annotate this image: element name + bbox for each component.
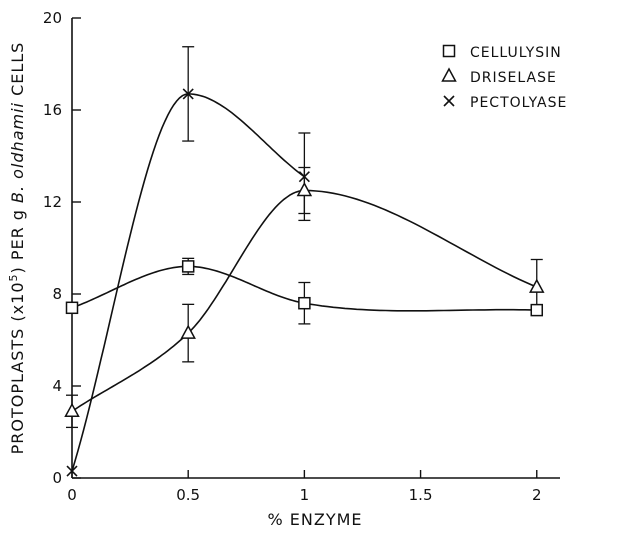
y-tick-label: 0 [52, 469, 62, 487]
pectolyase-point [182, 88, 194, 100]
data-markers [64, 88, 545, 477]
cellulysin-point [530, 303, 544, 317]
y-tick-label: 12 [43, 193, 62, 211]
x-tick-label: 0 [67, 486, 77, 504]
y-tick-label: 20 [43, 9, 62, 27]
pectolyase-legend-marker [443, 95, 455, 107]
y-tick-label: 16 [43, 101, 62, 119]
axis-ticks: 0 4 8 12 16 20 0 0.5 1 1.5 2 [43, 9, 542, 504]
error-bars [66, 46, 543, 429]
driselase-point [180, 324, 196, 339]
cellulysin-point [65, 301, 79, 315]
cellulysin-line [71, 265, 537, 312]
cellulysin-legend-marker [442, 44, 456, 58]
x-axis-title: % ENZYME [267, 510, 362, 529]
y-tick-label: 8 [52, 285, 62, 303]
axes [71, 18, 560, 479]
driselase-point [296, 181, 313, 197]
x-tick-label: 1 [300, 486, 310, 504]
cellulysin-point [298, 296, 311, 310]
x-marker-stroke [443, 95, 455, 107]
driselase-legend-marker [441, 67, 457, 82]
legend-label: DRISELASE [470, 70, 557, 86]
x-tick-label: 1.5 [409, 486, 433, 504]
x-marker-stroke [182, 88, 194, 100]
pectolyase-line [71, 93, 305, 472]
x-marker-stroke [66, 465, 78, 477]
legend-label: CELLULYSIN [470, 45, 562, 61]
y-tick-label: 4 [52, 377, 62, 395]
x-marker-stroke [298, 171, 310, 183]
y-axis-title: PROTOPLASTS (x105) PER g B. oldhamii CEL… [7, 42, 27, 455]
driselase-line [71, 189, 538, 412]
pectolyase-point [298, 171, 310, 183]
driselase-point [64, 402, 80, 418]
pectolyase-point [66, 465, 78, 477]
legend: CELLULYSIN DRISELASE PECTOLYASE [441, 44, 567, 111]
driselase-point [529, 278, 545, 293]
x-tick-label: 0.5 [176, 486, 200, 504]
cellulysin-point [181, 260, 195, 273]
x-tick-label: 2 [532, 486, 542, 504]
legend-label: PECTOLYASE [470, 95, 567, 111]
